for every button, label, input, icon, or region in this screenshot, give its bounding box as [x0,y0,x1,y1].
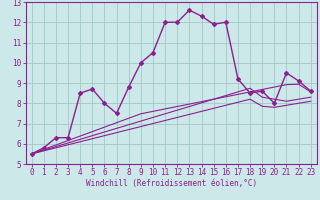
X-axis label: Windchill (Refroidissement éolien,°C): Windchill (Refroidissement éolien,°C) [86,179,257,188]
